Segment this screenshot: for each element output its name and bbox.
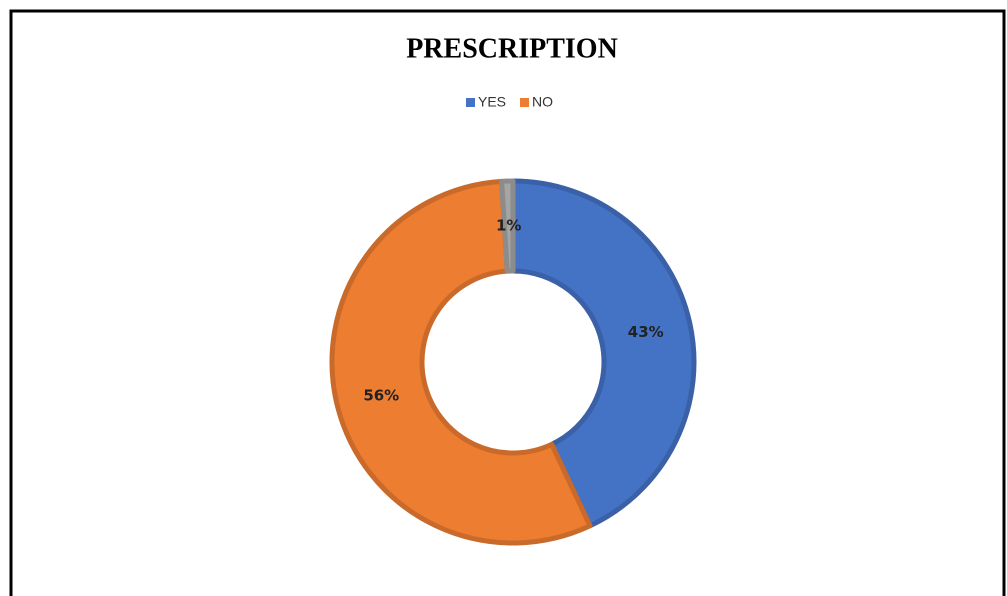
donut-slice [510,178,697,529]
chart-title: PRESCRIPTION [406,33,618,64]
data-label: 56% [363,386,399,404]
legend-swatch [520,98,530,107]
donut-slice [329,178,593,546]
legend-swatch [466,98,475,107]
data-label: 43% [628,323,664,341]
legend-label: NO [532,94,553,110]
donut-slice [499,178,516,274]
legend-label: YES [478,94,506,110]
data-label: 1% [496,217,521,235]
chart-border [9,9,1006,596]
